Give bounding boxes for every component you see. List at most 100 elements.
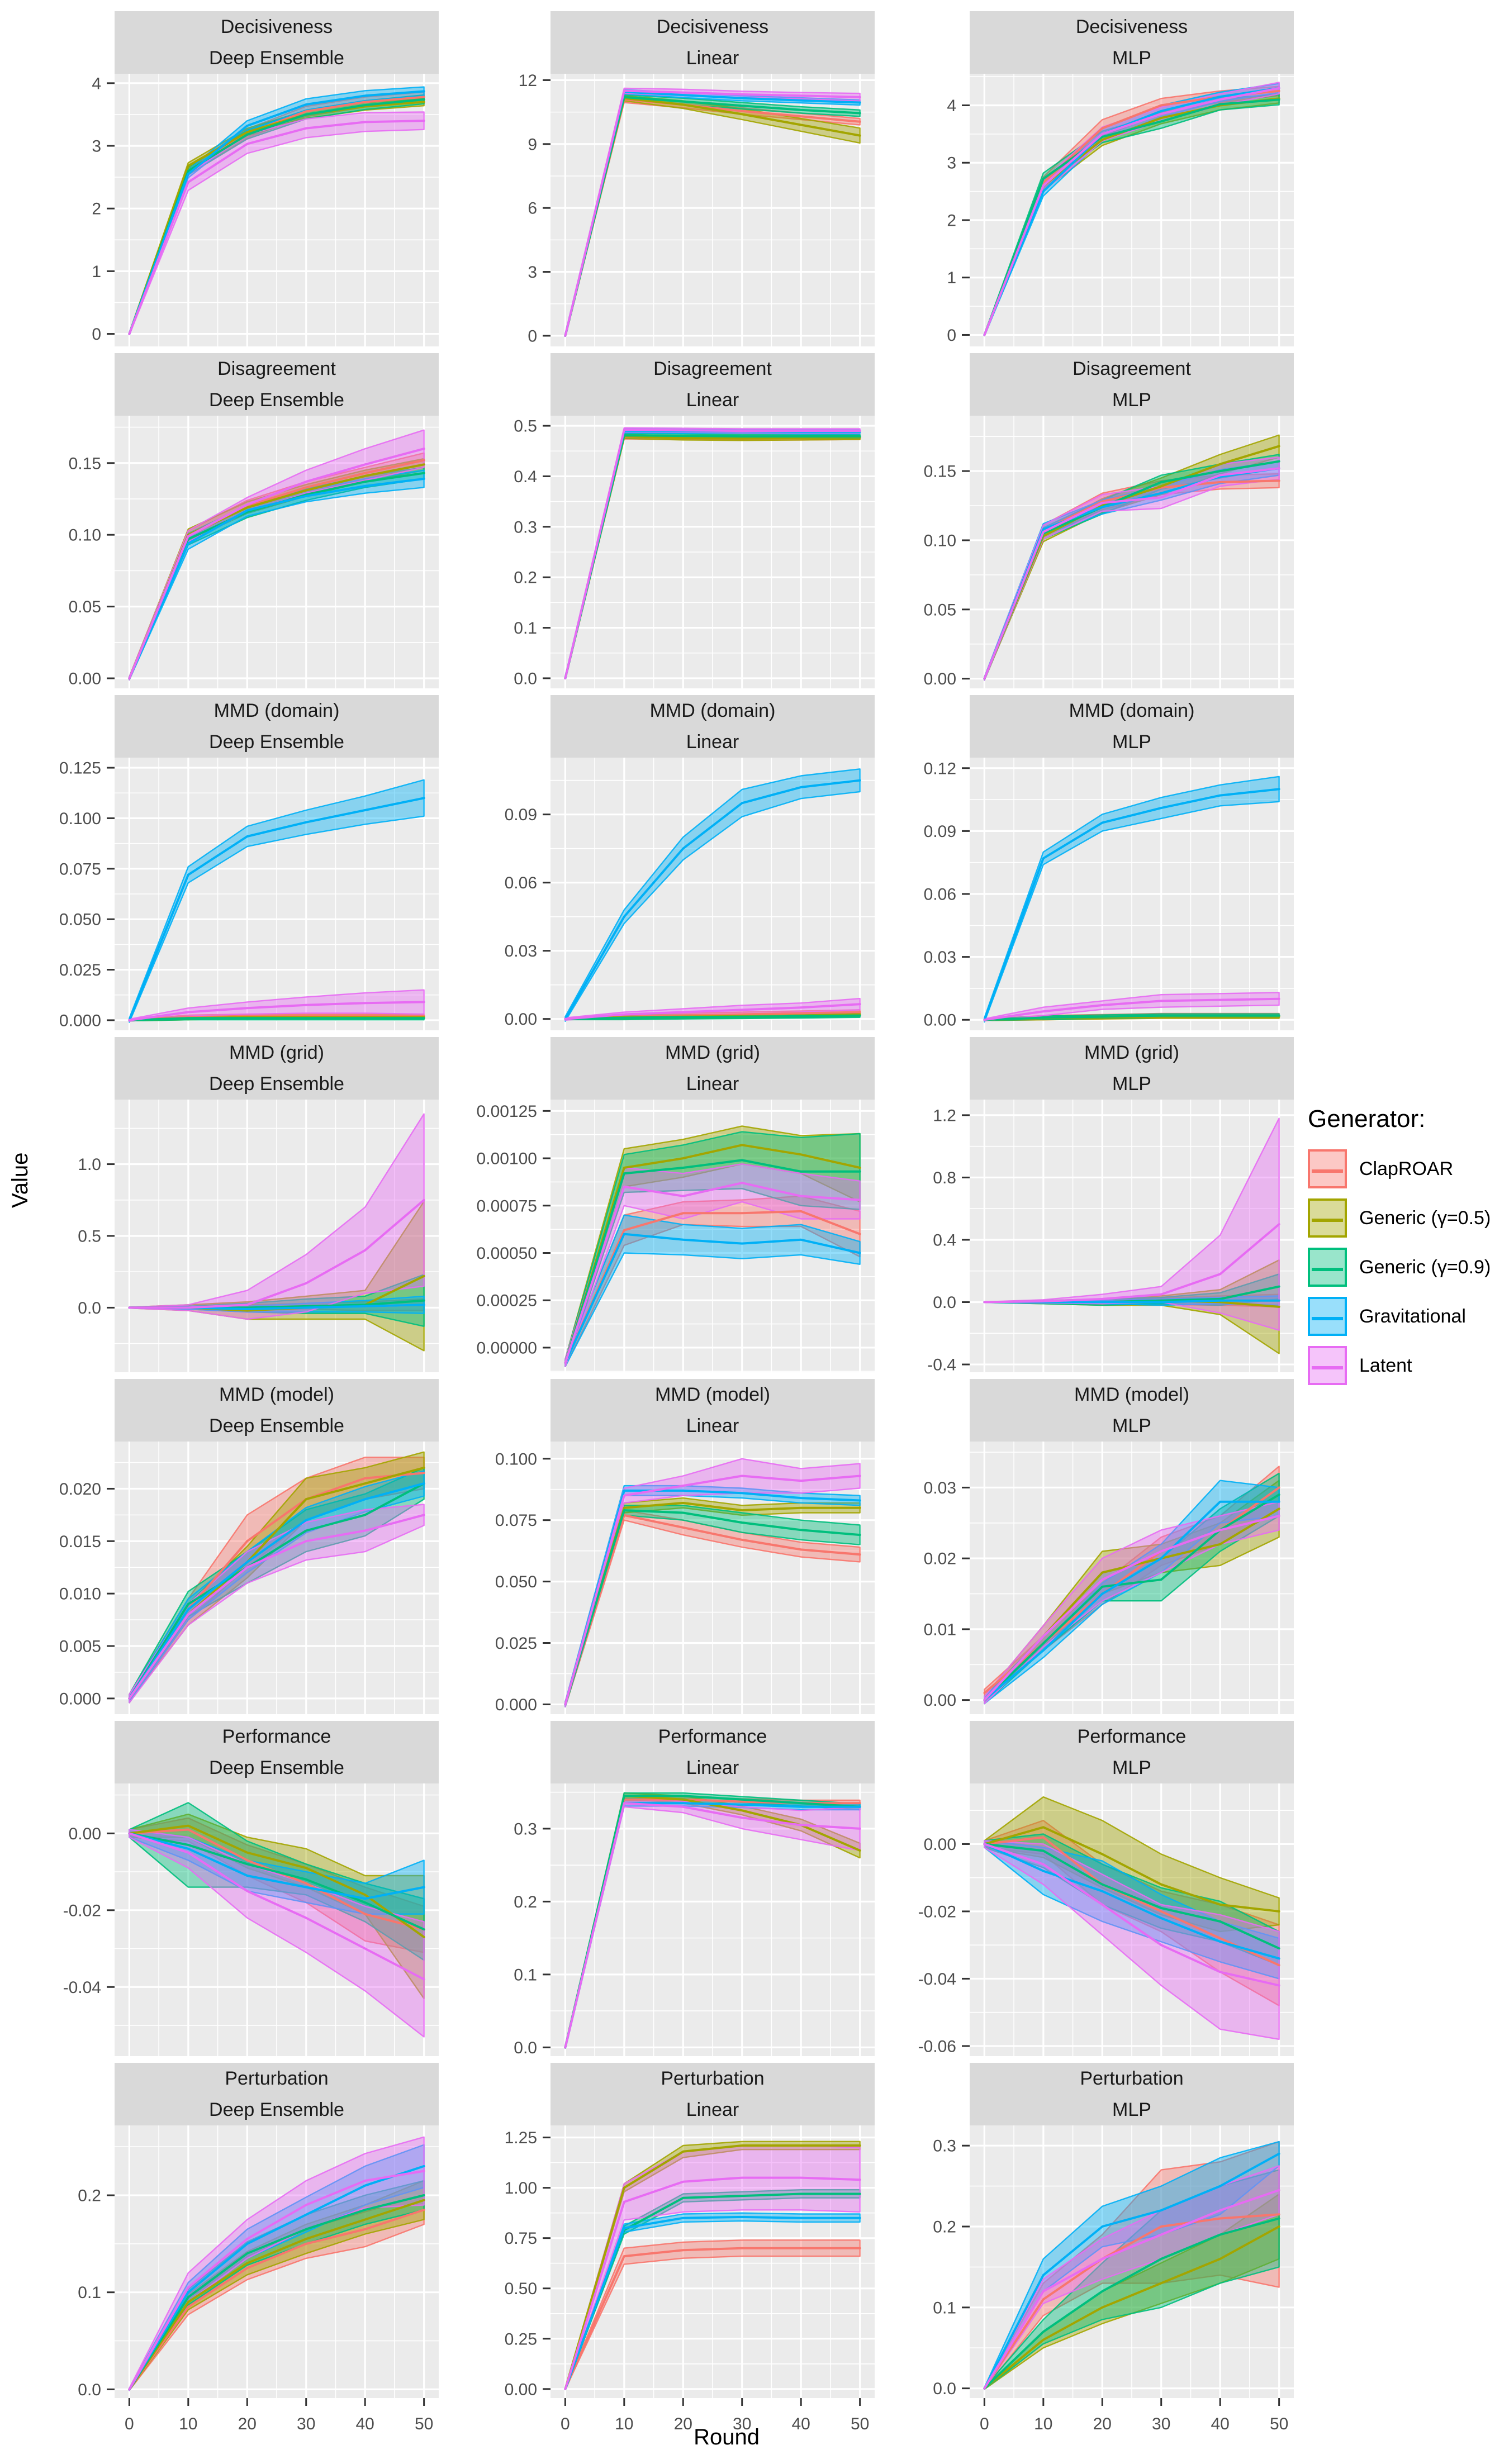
y-tick-label: 2 (92, 200, 101, 218)
y-tick-label: 0.15 (69, 454, 101, 473)
x-tick-label: 40 (1211, 2415, 1229, 2433)
x-tick-label: 50 (1270, 2415, 1288, 2433)
legend-entry-claproar[interactable]: ClapROAR (1308, 1149, 1509, 1189)
y-tick-label: 0.00 (505, 2380, 537, 2399)
y-tick-label: 1.25 (505, 2129, 537, 2147)
x-tick-label: 10 (1034, 2415, 1052, 2433)
facet-strip: Decisiveness Linear (551, 11, 875, 74)
y-tick-label: 0 (528, 327, 537, 345)
x-tick-label: 30 (733, 2415, 751, 2433)
y-tick-label: 0.2 (514, 1893, 537, 1911)
plot-area: 0.000 0.005 0.010 0.015 0.020 (59, 1442, 439, 1714)
facet-strip: MMD (model) Linear (551, 1379, 875, 1442)
y-tick-label: 12 (519, 74, 537, 90)
plot-area: 0.0 0.1 0.2 0 10 20 30 40 50 (78, 2125, 439, 2433)
plot-area: 0.00 0.03 0.06 0.09 0.12 (924, 758, 1294, 1030)
y-tick-label: 3 (92, 137, 101, 156)
y-tick-label: 0.15 (924, 463, 956, 481)
facet-strip-metric: MMD (grid) (229, 1042, 324, 1063)
facet-strip-model: Deep Ensemble (209, 389, 344, 411)
facet-strip-model: Deep Ensemble (209, 1415, 344, 1436)
y-tick-label: 0.010 (59, 1585, 101, 1604)
facet-strip-metric: Disagreement (1073, 358, 1191, 379)
legend-entry-label: Generic (γ=0.5) (1359, 1207, 1491, 1229)
y-tick-label: 0.4 (514, 468, 537, 486)
facet-strip: MMD (grid) Deep Ensemble (115, 1037, 439, 1100)
facet-strip-metric: Perturbation (661, 2068, 765, 2089)
facet-panel-mmd-model--deep-ensemble: MMD (model) Deep Ensemble 0.000 0.005 0.010 0… (59, 1379, 439, 1776)
plot-area: 0.00 0.05 0.10 0.15 (69, 416, 439, 688)
legend-entry-latent[interactable]: Latent (1308, 1345, 1509, 1386)
legend-entry-g09[interactable]: Generic (γ=0.9) (1308, 1247, 1509, 1287)
y-tick-label: 0.8 (933, 1169, 956, 1187)
y-tick-label: 0.00 (924, 670, 956, 688)
y-tick-label: 0.06 (924, 886, 956, 904)
y-tick-label: 0.12 (924, 759, 956, 778)
facet-panel-mmd-model--mlp: MMD (model) MLP 0.00 0.01 0.02 0.03 (924, 1379, 1294, 1776)
facet-panel-decisiveness-linear: Decisiveness Linear 0 3 6 9 12 (519, 11, 875, 408)
y-tick-label: 4 (947, 97, 956, 115)
facet-strip-model: MLP (1112, 1415, 1151, 1436)
facet-strip-metric: Perturbation (225, 2068, 329, 2089)
facet-panel-performance-linear: Performance Linear 0.0 0.1 0.2 0.3 (514, 1721, 875, 2118)
facet-strip-model: MLP (1112, 2099, 1151, 2120)
plot-area: 0.0 0.1 0.2 0.3 0 10 20 30 40 50 (933, 2125, 1294, 2433)
y-tick-label: 0.125 (59, 759, 101, 778)
y-tick-label: 0.02 (924, 1550, 956, 1568)
facet-panel-mmd-domain--deep-ensemble: MMD (domain) Deep Ensemble 0.000 0.025 0.050… (59, 695, 439, 1092)
facet-strip-metric: Performance (1077, 1726, 1187, 1747)
legend-entry-g05[interactable]: Generic (γ=0.5) (1308, 1198, 1509, 1238)
facet-panel-performance-deep-ensemble: Performance Deep Ensemble -0.04 -0.02 0.00 (63, 1721, 439, 2118)
y-tick-label: 0.50 (505, 2280, 537, 2298)
y-tick-label: 0.09 (924, 822, 956, 841)
y-tick-label: 0.00050 (477, 1244, 537, 1263)
legend-key-swatch-icon (1308, 1198, 1347, 1238)
facet-panel-perturbation-linear: Perturbation Linear 0.00 0.25 0.50 0.75 1.00 1.… (505, 2063, 875, 2460)
facet-panel-mmd-grid--linear: MMD (grid) Linear 0.00000 0.00025 0.00050 0.0… (477, 1037, 875, 1434)
legend: Generator: ClapROAR Generic (γ=0.5) Generi… (1308, 1105, 1509, 1395)
facet-strip: Disagreement Linear (551, 353, 875, 416)
y-tick-label: 0.75 (505, 2229, 537, 2248)
facet-panel-disagreement-deep-ensemble: Disagreement Deep Ensemble 0.00 0.05 0.10 0.1… (69, 353, 439, 750)
facet-strip-model: Deep Ensemble (209, 731, 344, 753)
plot-area: 0.0 0.1 0.2 0.3 0.4 0.5 (514, 416, 875, 688)
plot-area: -0.06 -0.04 -0.02 0.00 (918, 1783, 1294, 2056)
y-tick-label: 0.09 (505, 806, 537, 824)
y-tick-label: 0.000 (59, 1690, 101, 1708)
facet-panel-mmd-domain--mlp: MMD (domain) MLP 0.00 0.03 0.06 0.09 0.12 (924, 695, 1294, 1092)
facet-strip: Perturbation Linear (551, 2063, 875, 2125)
x-tick-label: 0 (561, 2415, 570, 2433)
x-tick-label: 30 (297, 2415, 315, 2433)
facet-panel-mmd-grid--mlp: MMD (grid) MLP -0.4 0.0 0.4 0.8 1.2 (927, 1037, 1294, 1434)
y-tick-label: 0.05 (69, 598, 101, 616)
x-axis-title: Round (694, 2425, 760, 2449)
x-tick-label: 0 (125, 2415, 134, 2433)
facet-strip: MMD (model) Deep Ensemble (115, 1379, 439, 1442)
y-tick-label: 1.2 (933, 1106, 956, 1125)
y-tick-label: 0.075 (495, 1511, 537, 1530)
y-tick-label: 1.00 (505, 2179, 537, 2197)
legend-entry-label: Gravitational (1359, 1305, 1466, 1327)
facet-strip: MMD (domain) Deep Ensemble (115, 695, 439, 758)
facet-panel-decisiveness-deep-ensemble: Decisiveness Deep Ensemble 0 1 2 3 4 (92, 11, 439, 408)
facet-strip-metric: MMD (domain) (213, 700, 340, 721)
y-tick-label: 0.050 (59, 911, 101, 929)
x-tick-label: 40 (355, 2415, 374, 2433)
facet-strip: Performance MLP (970, 1721, 1294, 1783)
y-tick-label: 0.00 (69, 670, 101, 688)
y-tick-label: 0.00 (924, 1011, 956, 1030)
legend-title: Generator: (1308, 1105, 1426, 1133)
legend-entry-label: Generic (γ=0.9) (1359, 1256, 1491, 1278)
y-tick-label: 0.075 (59, 860, 101, 878)
y-tick-label: 0.2 (514, 569, 537, 587)
legend-entry-grav[interactable]: Gravitational (1308, 1296, 1509, 1336)
plot-area: -0.04 -0.02 0.00 (63, 1783, 439, 2056)
y-tick-label: 0.1 (514, 619, 537, 638)
facet-strip-model: MLP (1112, 731, 1151, 753)
facet-panel-disagreement-mlp: Disagreement MLP 0.00 0.05 0.10 0.15 (924, 353, 1294, 750)
facet-strip-model: Linear (686, 1073, 739, 1095)
y-tick-label: 0.00 (505, 1010, 537, 1029)
y-tick-label: 0.020 (59, 1480, 101, 1499)
plot-area: 0.00 0.03 0.06 0.09 (505, 758, 875, 1030)
legend-key-swatch-icon (1308, 1346, 1347, 1385)
